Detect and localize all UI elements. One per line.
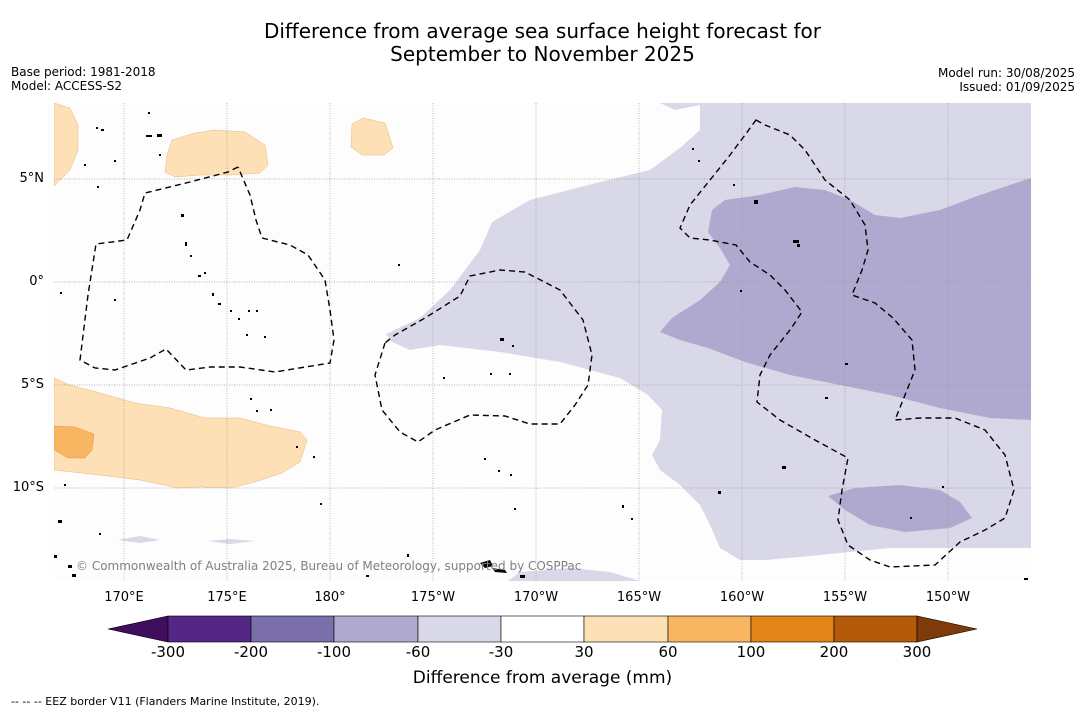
colorbar-tick: 30	[574, 643, 594, 661]
colorbar-bin	[250, 615, 335, 643]
colorbar-tick: -100	[316, 643, 352, 661]
anomaly-region-mid-purple	[660, 178, 1031, 420]
colorbar-tick: 300	[902, 643, 932, 661]
islands	[54, 112, 1028, 580]
colorbar-bin	[417, 615, 502, 643]
copyright-notice: © Commonwealth of Australia 2025, Bureau…	[76, 559, 582, 573]
colorbar-bin	[583, 615, 669, 643]
lon-label-160w: 160°W	[719, 590, 765, 605]
colorbar	[107, 615, 978, 643]
base-period: Base period: 1981-2018	[11, 65, 156, 79]
lat-label-0: 0°	[29, 274, 44, 289]
anomaly-region-light-orange-north	[164, 129, 269, 178]
colorbar-extend-high	[916, 615, 978, 643]
anomaly-region-light-orange-small	[350, 117, 394, 156]
lat-label-5n: 5°N	[19, 171, 45, 186]
colorbar-tick: 200	[819, 643, 849, 661]
anomaly-region-mid-purple-south	[828, 485, 972, 532]
map-title: Difference from average sea surface heig…	[0, 20, 1085, 66]
lon-label-155w: 155°W	[822, 590, 868, 605]
colorbar-bin	[333, 615, 419, 643]
map-title-line1: Difference from average sea surface heig…	[263, 19, 822, 43]
colorbar-tick: 100	[736, 643, 766, 661]
colorbar-bin	[750, 615, 835, 643]
colorbar-tick: -60	[405, 643, 431, 661]
anomaly-region-light-orange-west	[54, 377, 308, 489]
lat-label-5s: 5°S	[20, 377, 44, 392]
lon-label-180: 180°	[314, 590, 346, 605]
colorbar-tick: -30	[488, 643, 514, 661]
anomaly-region-mid-orange	[54, 425, 95, 459]
lon-label-150w: 150°W	[925, 590, 971, 605]
lon-label-170w: 170°W	[513, 590, 559, 605]
colorbar-bin	[667, 615, 752, 643]
map-title-line2: September to November 2025	[390, 42, 695, 66]
colorbar-label: Difference from average (mm)	[412, 668, 673, 688]
lon-label-175w: 175°W	[410, 590, 456, 605]
colorbar-tick: -200	[233, 643, 269, 661]
lon-label-165w: 165°W	[616, 590, 662, 605]
meta-left: Base period: 1981-2018 Model: ACCESS-S2	[11, 65, 156, 93]
lat-label-10s: 10°S	[12, 480, 44, 495]
eez-border-kiribati-gilberts	[79, 166, 335, 373]
colorbar-tick: 60	[658, 643, 678, 661]
eez-border-phoenix	[374, 269, 593, 443]
model-name: Model: ACCESS-S2	[11, 79, 123, 93]
eez-borders	[79, 119, 1015, 568]
colorbar-extend-low	[107, 615, 169, 643]
issued-date: Issued: 01/09/2025	[959, 80, 1075, 94]
anomaly-region-light-purple-strip	[118, 536, 255, 544]
colorbar-bin	[500, 615, 585, 643]
grid-lines	[54, 103, 1031, 581]
model-run: Model run: 30/08/2025	[937, 66, 1075, 80]
colorbar-bin	[167, 615, 252, 643]
eez-legend-note: -- -- -- EEZ border V11 (Flanders Marine…	[11, 695, 320, 708]
colorbar-bin	[833, 615, 918, 643]
colorbar-tick: -300	[150, 643, 186, 661]
lon-label-170e: 170°E	[104, 590, 144, 605]
anomaly-region-light-orange-northwest	[54, 103, 79, 187]
anomaly-region-light-purple-south	[508, 568, 640, 581]
lon-label-175e: 175°E	[207, 590, 247, 605]
meta-right: Model run: 30/08/2025 Issued: 01/09/2025	[938, 66, 1075, 94]
